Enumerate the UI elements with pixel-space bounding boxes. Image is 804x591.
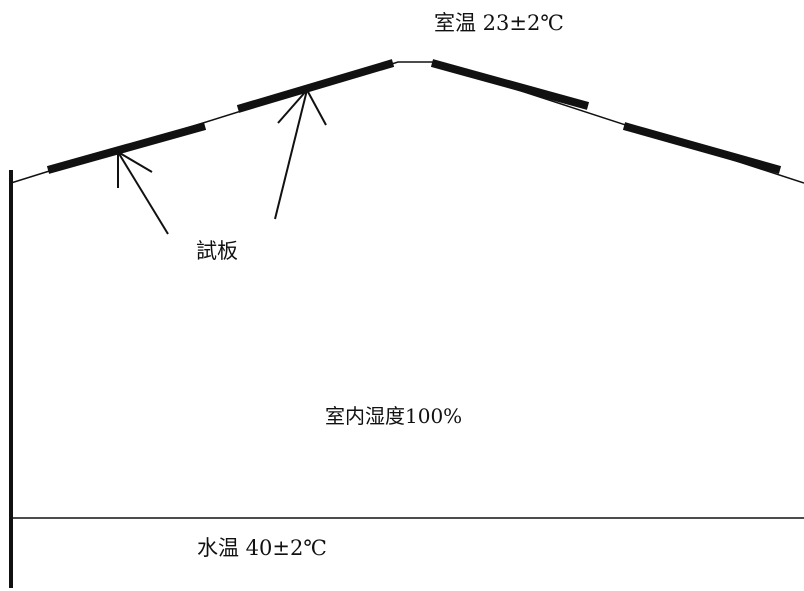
test-panel-right-2 xyxy=(622,122,782,174)
test-panel-left-1 xyxy=(46,122,207,174)
roof-outline xyxy=(10,61,804,184)
test-panel-label: 試板 xyxy=(196,239,238,263)
indoor-humidity-label: 室内湿度100% xyxy=(325,404,463,428)
test-panel-right-1 xyxy=(430,59,590,110)
water-temperature-label: 水温 40±2℃ xyxy=(197,536,327,560)
test-panel-left-2 xyxy=(236,59,395,113)
room-temperature-label: 室温 23±2℃ xyxy=(434,11,564,35)
arrow-to-panel-1 xyxy=(117,151,169,235)
arrow-to-panel-2 xyxy=(274,89,327,220)
